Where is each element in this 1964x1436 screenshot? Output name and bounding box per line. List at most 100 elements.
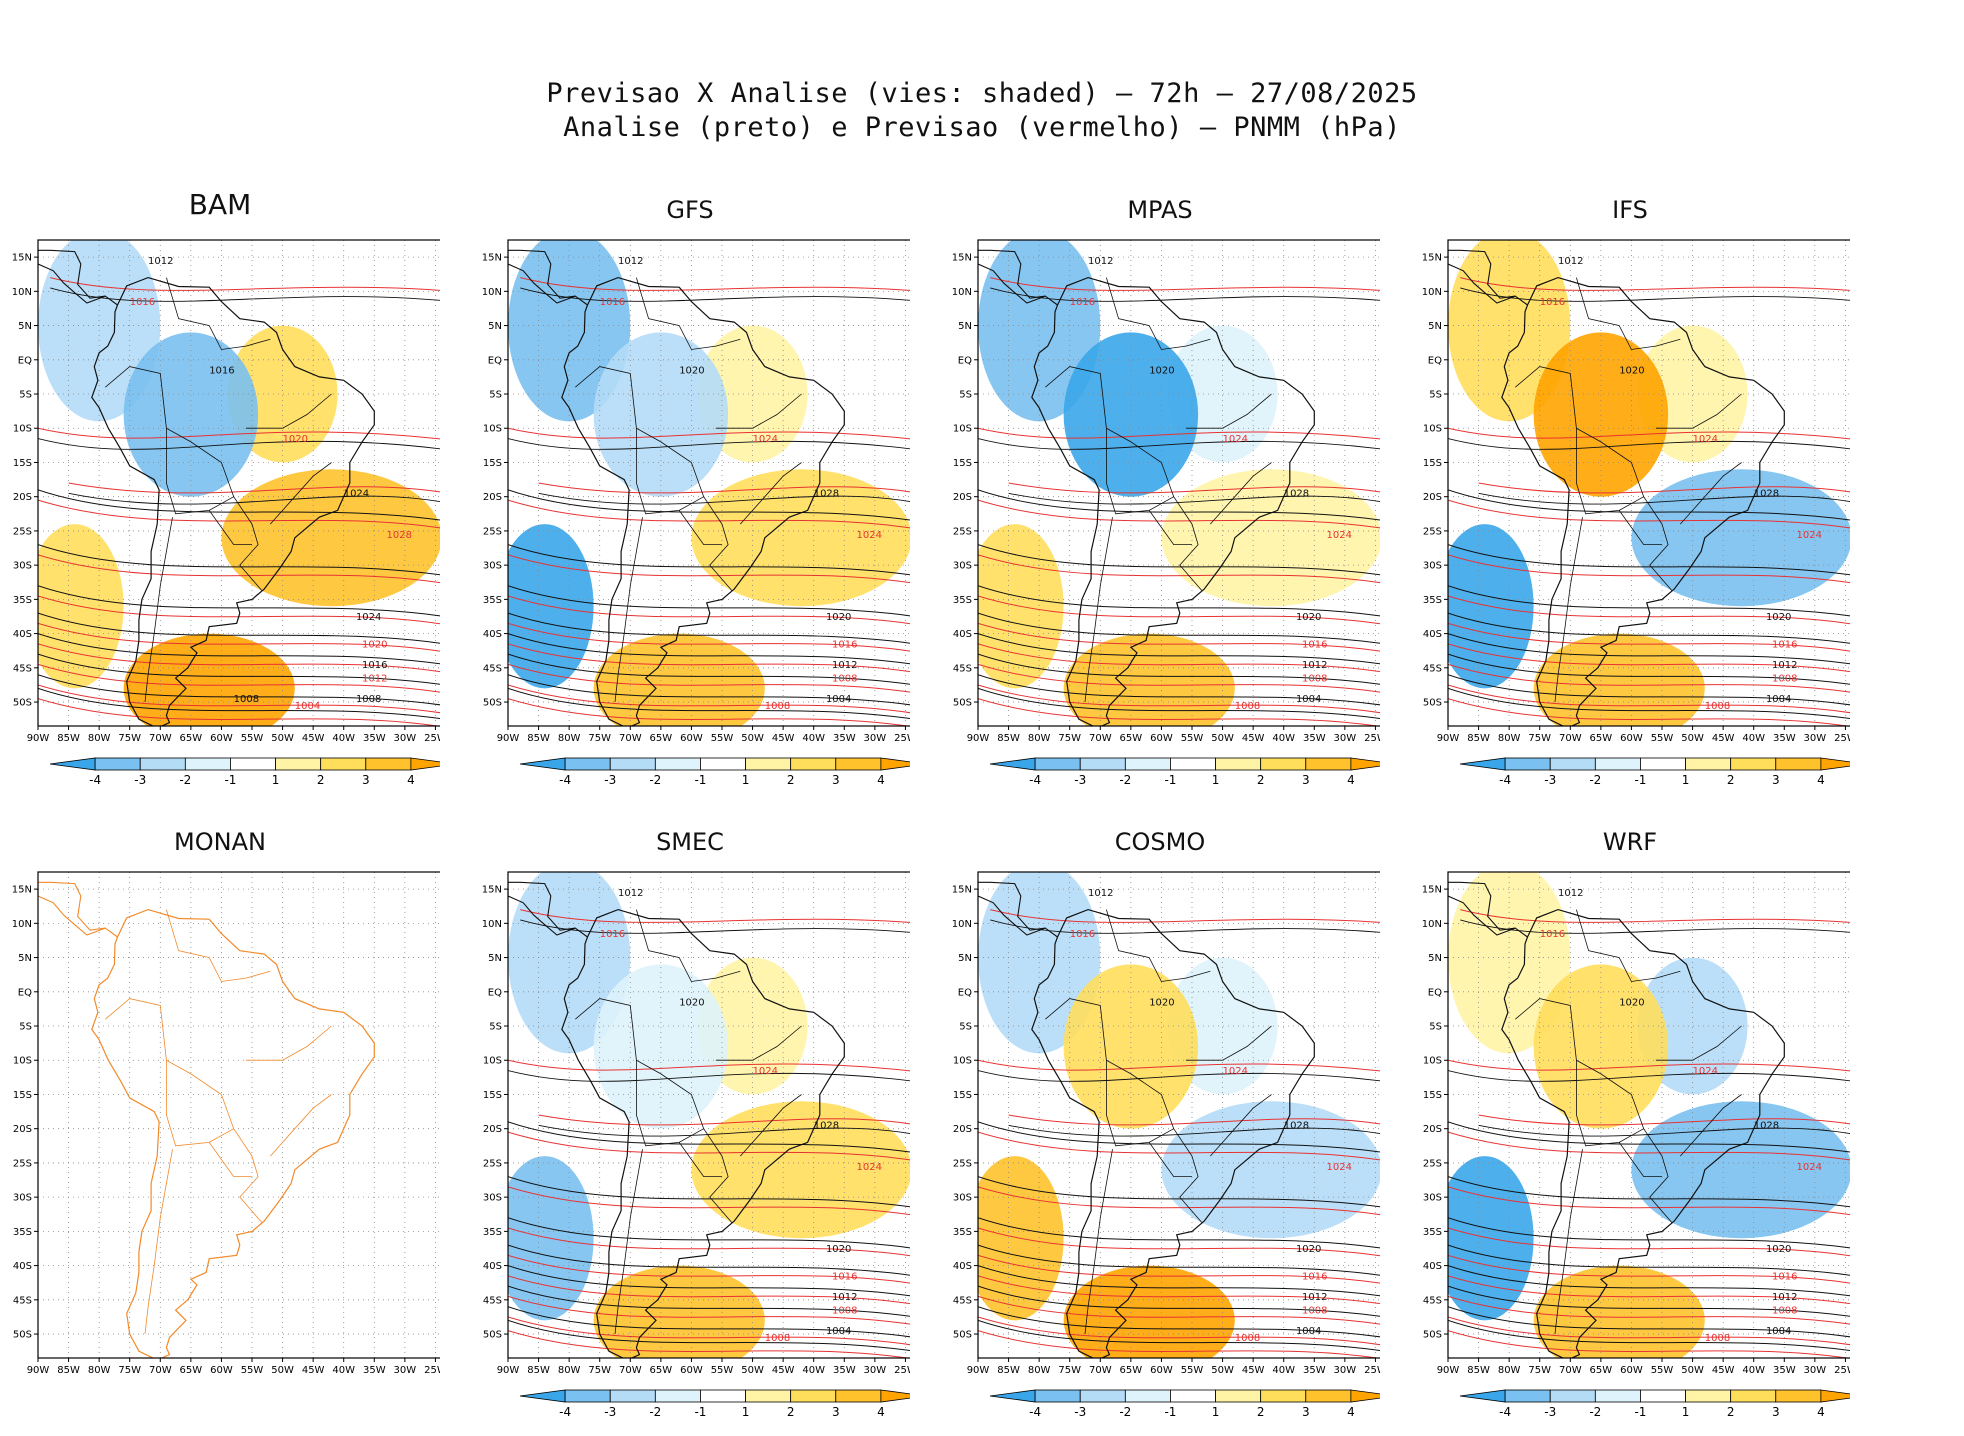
forecast-isobar bbox=[508, 1227, 910, 1257]
country-border bbox=[1576, 428, 1644, 515]
country-border bbox=[1554, 517, 1583, 703]
lon-tick-label: 65W bbox=[1120, 1365, 1143, 1376]
colorbar-label: -2 bbox=[1589, 1405, 1601, 1419]
colorbar-label: -3 bbox=[604, 773, 616, 787]
analysis-isobar bbox=[1448, 633, 1850, 665]
forecast-isobar bbox=[978, 622, 1380, 652]
analysis-isobar bbox=[1448, 438, 1850, 450]
lat-tick-label: 40S bbox=[13, 1261, 32, 1272]
forecast-isobar bbox=[978, 1330, 1380, 1358]
lat-tick-label: 5S bbox=[489, 390, 502, 401]
colorbar-swatch bbox=[184, 757, 231, 771]
lon-tick-label: 55W bbox=[1651, 1365, 1674, 1376]
forecast-isobar bbox=[978, 1227, 1380, 1257]
lon-tick-label: 25W bbox=[424, 1365, 440, 1376]
analysis-isobar bbox=[508, 438, 910, 450]
lat-tick-label: 15S bbox=[1423, 458, 1442, 469]
panel-monan: MONAN 15N 10N 5N EQ 5S 10S 15S 20S 25S 30S 35S 40S 4… bbox=[0, 828, 440, 1388]
lat-tick-label: 30S bbox=[483, 561, 502, 572]
colorbar-swatch bbox=[609, 1389, 656, 1403]
colorbar-swatch bbox=[1504, 1389, 1551, 1403]
lat-tick-label: 15N bbox=[482, 885, 502, 896]
colorbar-label: -3 bbox=[1544, 773, 1556, 787]
lat-tick-label: 35S bbox=[483, 1227, 502, 1238]
lat-tick-label: 25S bbox=[483, 526, 502, 537]
lat-tick-label: 45S bbox=[483, 663, 502, 674]
lon-tick-label: 90W bbox=[27, 733, 50, 744]
analysis-isobar bbox=[38, 544, 440, 576]
colorbar-swatch bbox=[609, 757, 656, 771]
forecast-isobar bbox=[38, 622, 440, 652]
map-plot: 1012 1016 1020 1024 1028 1024 1020 1016 1012 1008… bbox=[952, 871, 1380, 1376]
coastline bbox=[978, 249, 1058, 306]
lon-tick-label: 45W bbox=[772, 1365, 795, 1376]
lon-tick-label: 45W bbox=[1242, 733, 1265, 744]
isobar-label: 1008 bbox=[765, 701, 790, 712]
lon-tick-label: 25W bbox=[1834, 1365, 1850, 1376]
lon-tick-label: 25W bbox=[894, 1365, 910, 1376]
forecast-isobar bbox=[978, 684, 1380, 714]
lat-tick-label: 10N bbox=[952, 287, 972, 298]
colorbar-label: -3 bbox=[1544, 1405, 1556, 1419]
lat-tick-label: 10N bbox=[482, 287, 502, 298]
colorbar: -4 -3 -2 -1 1 2 3 4 bbox=[519, 1389, 910, 1419]
colorbar-label: 3 bbox=[1772, 773, 1780, 787]
country-border bbox=[740, 1094, 802, 1157]
lon-tick-label: 60W bbox=[1150, 1365, 1173, 1376]
lat-tick-label: 15N bbox=[952, 885, 972, 896]
isobar-label: 1004 bbox=[826, 1326, 851, 1337]
forecast-isobar bbox=[978, 1316, 1380, 1346]
lat-tick-label: 50S bbox=[13, 698, 32, 709]
isobar-label: 1016 bbox=[1070, 929, 1095, 940]
colorbar-label: -3 bbox=[1074, 773, 1086, 787]
lat-tick-label: 20S bbox=[1423, 492, 1442, 503]
colorbar-swatch bbox=[1305, 757, 1352, 771]
forecast-isobar bbox=[990, 277, 1380, 291]
colorbar-swatch bbox=[1775, 1389, 1822, 1403]
coastline bbox=[91, 276, 375, 726]
lon-tick-label: 80W bbox=[88, 1365, 111, 1376]
lon-tick-label: 65W bbox=[180, 1365, 203, 1376]
colorbar-label: -3 bbox=[604, 1405, 616, 1419]
isobar-label: 1024 bbox=[356, 612, 381, 623]
country-border bbox=[1680, 462, 1742, 525]
analysis-isobar bbox=[38, 489, 440, 521]
colorbar-label: -2 bbox=[1119, 1405, 1131, 1419]
lat-tick-label: EQ bbox=[1428, 355, 1442, 366]
lat-tick-label: 5S bbox=[19, 390, 32, 401]
lat-tick-label: 20S bbox=[1423, 1124, 1442, 1135]
figure-title-line-1: Previsao X Analise (vies: shaded) – 72h … bbox=[546, 78, 1418, 109]
isobar-label: 1016 bbox=[832, 1271, 857, 1282]
colorbar-swatch bbox=[1820, 757, 1850, 771]
lat-tick-label: 25S bbox=[13, 526, 32, 537]
colorbar-swatch bbox=[1730, 1389, 1777, 1403]
analysis-isobar bbox=[1448, 687, 1850, 720]
lat-tick-label: 25S bbox=[13, 1158, 32, 1169]
colorbar-swatch bbox=[880, 1389, 910, 1403]
country-border bbox=[270, 462, 332, 525]
forecast-isobar bbox=[508, 663, 910, 693]
colorbar-label: 1 bbox=[272, 773, 280, 787]
forecast-isobar bbox=[520, 277, 910, 291]
forecast-isobar bbox=[990, 909, 1380, 923]
analysis-isobar bbox=[38, 438, 440, 450]
colorbar-label: 1 bbox=[742, 1405, 750, 1419]
panel-title: COSMO bbox=[1114, 828, 1206, 856]
colorbar-swatch bbox=[745, 757, 792, 771]
lon-tick-label: 30W bbox=[864, 1365, 887, 1376]
lon-tick-label: 55W bbox=[711, 733, 734, 744]
colorbar-swatch bbox=[275, 757, 322, 771]
colorbar-label: 2 bbox=[317, 773, 325, 787]
lat-tick-label: 25S bbox=[1423, 1158, 1442, 1169]
lat-tick-label: 50S bbox=[1423, 698, 1442, 709]
isobar-label: 1008 bbox=[1705, 1333, 1730, 1344]
lat-tick-label: 5S bbox=[19, 1022, 32, 1033]
coastline bbox=[1031, 276, 1315, 726]
country-border bbox=[740, 462, 802, 525]
lat-tick-label: 5N bbox=[958, 953, 972, 964]
lat-tick-label: 10S bbox=[483, 1056, 502, 1067]
isobar-label: 1008 bbox=[832, 1306, 857, 1317]
lat-tick-label: EQ bbox=[488, 987, 502, 998]
analysis-isobar bbox=[508, 1319, 910, 1352]
lon-tick-label: 45W bbox=[772, 733, 795, 744]
